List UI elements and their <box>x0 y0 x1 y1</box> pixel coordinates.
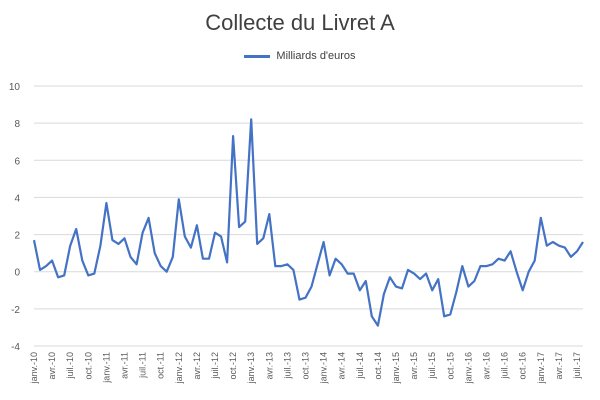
x-tick-label: avr.-17 <box>554 352 564 380</box>
series-layer <box>32 118 584 327</box>
x-tick-label: janv.-15 <box>391 352 401 384</box>
x-tick-label: juil.-17 <box>572 352 582 380</box>
x-tick-label: oct.-12 <box>228 352 238 380</box>
x-tick-label: janv.-16 <box>463 352 473 384</box>
x-tick-label: janv.-11 <box>101 352 111 384</box>
x-tick-label: oct.-13 <box>300 352 310 380</box>
y-tick-label: 2 <box>14 231 20 242</box>
legend-label: Milliards d'euros <box>276 50 356 62</box>
y-tick-label: 8 <box>14 119 20 130</box>
y-tick-label: 0 <box>14 268 20 279</box>
y-axis-ticks: -4 -2 0 2 4 6 8 10 <box>9 82 21 353</box>
x-tick-label: janv.-12 <box>174 352 184 384</box>
x-tick-label: juil.-14 <box>355 352 365 380</box>
x-tick-label: juil.-11 <box>138 352 148 379</box>
x-tick-label: janv.-10 <box>29 352 39 384</box>
x-tick-label: oct.-15 <box>445 352 455 380</box>
x-tick-label: avr.-13 <box>264 352 274 380</box>
gridlines <box>34 85 583 347</box>
x-tick-label: avr.-14 <box>337 352 347 380</box>
x-tick-label: juil.-12 <box>210 352 220 380</box>
x-tick-label: juil.-13 <box>282 352 292 380</box>
x-tick-label: janv.-17 <box>536 352 546 384</box>
x-tick-label: oct.-10 <box>83 352 93 380</box>
y-tick-label: -4 <box>11 342 20 353</box>
x-tick-label: juil.-10 <box>65 352 75 380</box>
x-tick-label: avr.-10 <box>47 352 57 380</box>
chart-title: Collecte du Livret A <box>205 10 395 35</box>
x-tick-label: oct.-11 <box>156 352 166 379</box>
legend-swatch <box>244 54 271 58</box>
x-tick-label: avr.-12 <box>192 352 202 380</box>
x-axis-ticks: janv.-10 avr.-10 juil.-10 oct.-10 janv.-11 av… <box>29 352 582 384</box>
x-tick-label: avr.-16 <box>481 352 491 380</box>
x-tick-label: oct.-16 <box>518 352 528 380</box>
y-tick-label: 4 <box>14 193 20 204</box>
y-tick-label: -2 <box>11 305 20 316</box>
x-tick-label: avr.-11 <box>119 352 129 379</box>
x-tick-label: janv.-14 <box>319 352 329 384</box>
y-tick-label: 10 <box>9 82 21 93</box>
series-line <box>32 118 584 327</box>
x-tick-label: juil.-15 <box>427 352 437 380</box>
chart-legend: Milliards d'euros <box>0 50 600 62</box>
x-tick-label: juil.-16 <box>500 352 510 380</box>
y-tick-label: 6 <box>14 156 20 167</box>
x-tick-label: oct.-14 <box>373 352 383 380</box>
x-tick-label: avr.-15 <box>409 352 419 380</box>
x-tick-label: janv.-13 <box>246 352 256 384</box>
